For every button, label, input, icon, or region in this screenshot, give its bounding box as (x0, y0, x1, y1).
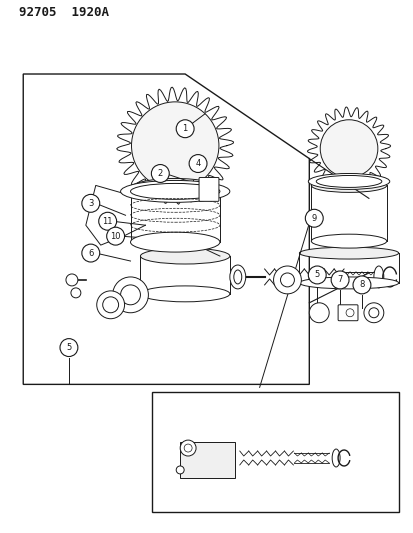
Circle shape (66, 274, 78, 286)
Text: 10: 10 (110, 232, 121, 241)
Text: 3: 3 (88, 199, 93, 208)
Circle shape (363, 303, 383, 322)
Text: 5: 5 (314, 270, 319, 279)
Text: 1: 1 (182, 124, 188, 133)
Ellipse shape (229, 265, 245, 289)
Ellipse shape (140, 248, 229, 264)
Circle shape (273, 266, 301, 294)
Ellipse shape (120, 181, 229, 203)
Ellipse shape (373, 266, 383, 288)
Text: 9: 9 (311, 214, 316, 223)
Text: 6: 6 (88, 248, 93, 257)
Ellipse shape (299, 247, 398, 259)
Circle shape (97, 291, 124, 319)
Circle shape (151, 165, 169, 182)
Circle shape (82, 244, 100, 262)
Text: 5: 5 (66, 343, 71, 352)
Circle shape (112, 277, 148, 313)
Ellipse shape (140, 286, 229, 302)
Text: 7: 7 (337, 276, 342, 285)
Circle shape (305, 209, 323, 227)
Circle shape (131, 102, 218, 189)
Text: 92705  1920A: 92705 1920A (19, 6, 109, 19)
FancyBboxPatch shape (337, 305, 357, 321)
Circle shape (189, 155, 206, 173)
Ellipse shape (130, 179, 219, 198)
Circle shape (71, 288, 81, 298)
Text: 4: 4 (195, 159, 200, 168)
Ellipse shape (331, 449, 339, 467)
FancyBboxPatch shape (199, 177, 218, 201)
Polygon shape (180, 442, 234, 478)
Circle shape (82, 195, 100, 212)
Circle shape (330, 271, 348, 289)
Circle shape (107, 227, 124, 245)
Ellipse shape (311, 179, 386, 192)
Text: 11: 11 (102, 217, 113, 226)
Circle shape (309, 303, 328, 322)
Circle shape (320, 120, 377, 177)
Ellipse shape (299, 277, 398, 289)
Circle shape (176, 466, 184, 474)
Circle shape (180, 440, 196, 456)
Text: 8: 8 (358, 280, 364, 289)
Ellipse shape (308, 173, 389, 189)
Circle shape (352, 276, 370, 294)
Circle shape (98, 212, 116, 230)
Circle shape (308, 266, 325, 284)
Circle shape (176, 120, 194, 138)
Ellipse shape (311, 234, 386, 248)
Ellipse shape (130, 232, 219, 252)
Text: 2: 2 (157, 169, 163, 178)
Bar (152, 392, 398, 512)
Circle shape (60, 338, 78, 357)
